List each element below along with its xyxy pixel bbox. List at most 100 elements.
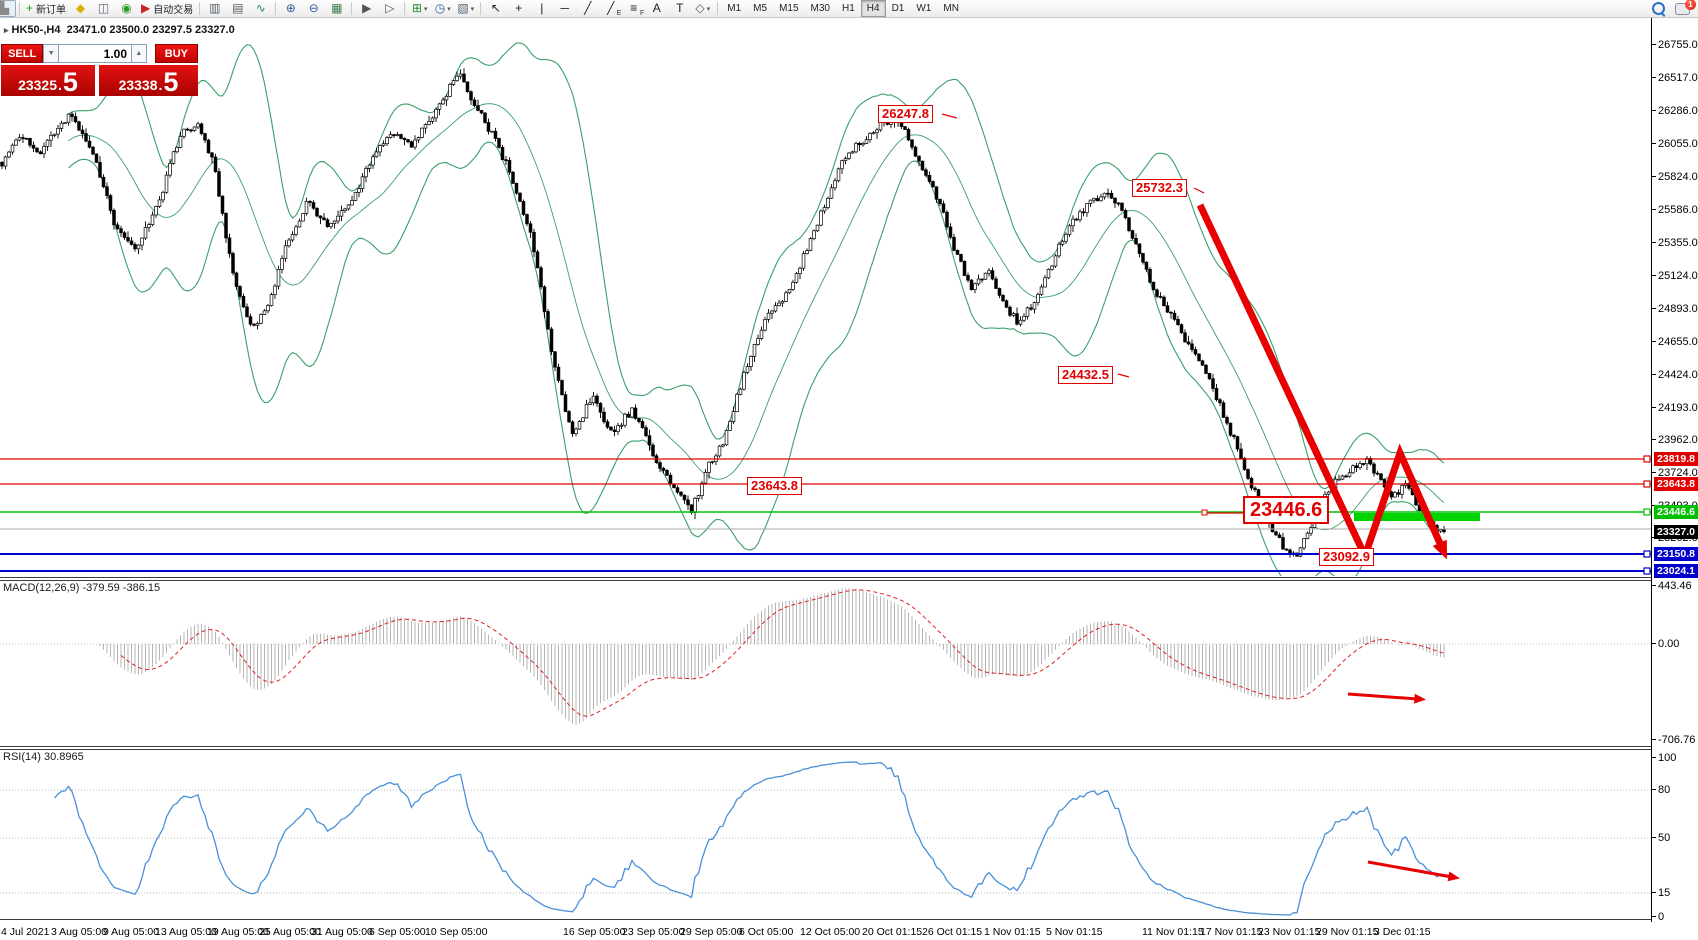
profiles-icon: ◫ <box>97 1 110 15</box>
buy-price-dot: . <box>158 77 163 93</box>
pane-separator[interactable] <box>0 746 1698 747</box>
timeframe-m30[interactable]: M30 <box>810 3 830 14</box>
autotrading-icon[interactable]: ▶ 自动交易 <box>138 0 196 17</box>
price-annotation-label[interactable]: 24432.5 <box>1058 366 1113 384</box>
timeframe-m1[interactable]: M1 <box>727 3 742 14</box>
price-tick: 23724.0 <box>1652 467 1698 479</box>
toolbar-separator <box>717 2 719 15</box>
macd-label: MACD(12,26,9) -379.59 -386.15 <box>3 582 161 594</box>
time-label: 29 Nov 01:15 <box>1316 926 1379 938</box>
autotrading-icon-label: 自动交易 <box>153 5 194 16</box>
timeframe-m5[interactable]: M5 <box>753 3 768 14</box>
cursor-icon[interactable]: ↖ <box>484 0 507 17</box>
level-lines[interactable] <box>0 455 1651 575</box>
price-axis[interactable]: 26755.0 26517.0 26286.0 26055.0 25824.0 25586… <box>1651 17 1698 923</box>
styler-icon: ◆ <box>75 1 86 15</box>
ohlc-values: 23471.0 23500.0 23297.5 23327.0 <box>66 24 235 36</box>
rsi-indicator <box>0 761 1651 916</box>
timeframe-mn[interactable]: MN <box>943 3 959 14</box>
partial-chart-icon[interactable]: ▙ <box>0 0 16 17</box>
price-annotation-label[interactable]: 23092.9 <box>1319 548 1374 566</box>
chart-shift-icon[interactable]: ▶ <box>355 0 378 17</box>
volume-up-button[interactable]: ▲ <box>131 44 147 63</box>
signals-icon[interactable]: ◉ <box>115 0 138 17</box>
auto-scroll-icon[interactable]: ▷ <box>378 0 401 17</box>
price-annotation-label[interactable]: 25732.3 <box>1132 179 1187 197</box>
time-label: 20 Oct 01:15 <box>862 926 923 938</box>
period-icon[interactable]: ◷ ▾ <box>431 0 454 17</box>
line-chart-icon: ∿ <box>255 1 266 15</box>
timeframe-h4[interactable]: H4 <box>860 0 886 17</box>
chevron-down-icon: ▾ <box>706 5 711 13</box>
pane-separator[interactable] <box>0 577 1698 578</box>
candles <box>0 68 1446 558</box>
time-label: 23 Nov 01:15 <box>1258 926 1321 938</box>
candlestick-chart-icon[interactable]: ▤ <box>226 0 249 17</box>
price-tick: 25824.0 <box>1652 171 1698 183</box>
timeframe-w1[interactable]: W1 <box>916 3 932 14</box>
price-tick: 26517.0 <box>1652 72 1698 84</box>
text-label-icon[interactable]: T <box>668 0 691 17</box>
price-annotation-label[interactable]: 26247.8 <box>878 105 933 123</box>
new-order-icon[interactable]: + 新订单 <box>23 0 69 17</box>
bar-chart-icon[interactable]: ▥ <box>203 0 226 17</box>
fibonacci-icon[interactable]: ≡ F <box>622 0 645 17</box>
timeframe-m15[interactable]: M15 <box>779 3 799 14</box>
template-icon[interactable]: ▧ ▾ <box>454 0 477 17</box>
toolbar-separator <box>19 2 20 15</box>
tile-windows-icon: ▦ <box>331 1 343 15</box>
time-axis[interactable]: 4 Jul 2021 3 Aug 05:00 9 Aug 05:00 13 Aug 0… <box>0 922 1698 940</box>
toolbar-separator <box>275 2 277 15</box>
volume-down-button[interactable]: ▼ <box>43 44 60 63</box>
drawing-annotations[interactable] <box>941 113 1480 882</box>
text-label-icon: T <box>676 1 684 15</box>
time-label: 3 Dec 01:15 <box>1374 926 1431 938</box>
tile-windows-icon[interactable]: ▦ <box>325 0 348 17</box>
add-indicator-icon[interactable]: ⊞ ▾ <box>408 0 431 17</box>
equidistant-channel-icon[interactable]: ╱ E <box>599 0 622 17</box>
one-click-trading-panel: SELL ▼ ▲ BUY 23325.5 23338.5 <box>1 44 198 96</box>
profiles-icon[interactable]: ◫ <box>92 0 115 17</box>
time-label: 29 Sep 05:00 <box>680 926 743 938</box>
chat-icon[interactable]: 1 <box>1675 0 1696 15</box>
time-label: 12 Oct 05:00 <box>800 926 861 938</box>
symbol-marker-icon: ▸ <box>4 25 9 35</box>
buy-price-pip: 5 <box>163 67 179 97</box>
sell-button[interactable]: SELL <box>1 44 44 63</box>
toolbar-separator <box>199 2 201 15</box>
symbol-period: HK50-,H4 <box>11 24 61 36</box>
trendline-icon[interactable]: ╱ <box>576 0 599 17</box>
zoom-in-icon[interactable]: ⊕ <box>279 0 302 17</box>
pane-separator <box>0 919 1698 920</box>
price-tick: 26286.0 <box>1652 105 1698 117</box>
buy-price[interactable]: 23338. 5 <box>99 65 198 96</box>
chart-shift-icon: ▶ <box>362 1 372 15</box>
line-chart-icon[interactable]: ∿ <box>249 0 272 17</box>
price-annotation-label[interactable]: 23643.8 <box>747 477 802 495</box>
text-icon[interactable]: A <box>645 0 668 17</box>
price-annotation-label[interactable]: 23446.6 <box>1243 496 1330 524</box>
new-order-icon-label: 新订单 <box>36 5 67 16</box>
buy-button[interactable]: BUY <box>154 44 198 63</box>
zoom-out-icon[interactable]: ⊖ <box>302 0 325 17</box>
timeframe-h1[interactable]: H1 <box>841 3 855 14</box>
rsi-scale-tick: 80 <box>1651 784 1671 796</box>
styler-icon[interactable]: ◆ <box>69 0 92 17</box>
sell-price[interactable]: 23325. 5 <box>1 65 95 96</box>
shapes-icon[interactable]: ◇ ▾ <box>691 0 714 17</box>
cursor-icon: ↖ <box>490 1 501 15</box>
crosshair-icon[interactable]: + <box>507 0 530 17</box>
sell-price-pip: 5 <box>62 67 78 97</box>
timeframe-d1[interactable]: D1 <box>891 3 905 14</box>
time-label: 26 Oct 01:15 <box>922 926 983 938</box>
volume-input[interactable] <box>59 44 132 63</box>
vertical-line-icon[interactable]: | <box>530 0 553 17</box>
trendline-icon: ╱ <box>584 1 592 15</box>
search-icon[interactable] <box>1652 2 1665 15</box>
rsi-scale-tick: 100 <box>1651 752 1677 764</box>
time-label: 5 Nov 01:15 <box>1046 926 1103 938</box>
horizontal-line-icon[interactable]: ─ <box>553 0 576 17</box>
price-marker: 23643.8 <box>1654 477 1698 491</box>
